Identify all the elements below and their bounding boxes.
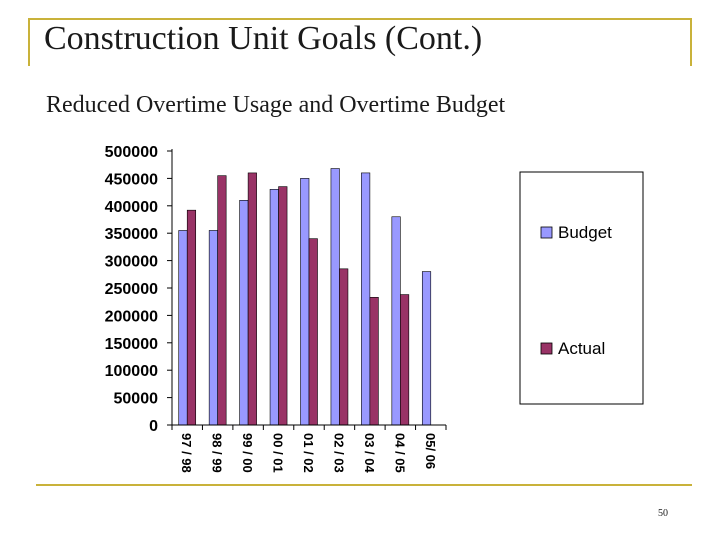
- x-category-label: 05/ 06: [423, 433, 438, 469]
- y-axis-ticks: 5000004500004000003500003000002500002000…: [105, 144, 172, 435]
- slide-border-bottom: [36, 484, 692, 486]
- actual-bar: [217, 175, 227, 426]
- y-tick-label: 400000: [105, 199, 158, 216]
- legend-label-budget: Budget: [558, 223, 612, 242]
- actual-bar: [339, 268, 349, 426]
- actual-bar: [308, 238, 318, 426]
- y-tick-label: 0: [149, 418, 158, 435]
- budget-bar: [421, 271, 432, 426]
- x-category-label: 01 / 02: [301, 433, 316, 473]
- x-category-label: 99 / 00: [240, 433, 255, 473]
- slide-border-left: [28, 18, 30, 66]
- legend-swatch-budget: [540, 226, 553, 239]
- actual-bar: [400, 294, 410, 426]
- x-category-label: 02 / 03: [331, 433, 346, 473]
- budget-bar: [178, 230, 188, 426]
- x-category-label: 00 / 01: [271, 433, 286, 473]
- budget-bar: [391, 216, 401, 426]
- budget-bar: [361, 172, 371, 426]
- actual-bar: [278, 186, 288, 426]
- chart-axes: [171, 149, 447, 430]
- legend-box: [519, 171, 644, 405]
- actual-bar: [369, 297, 379, 426]
- chart-legend: Budget Actual: [519, 171, 644, 405]
- legend-label-actual: Actual: [558, 339, 605, 358]
- y-tick-label: 350000: [105, 226, 158, 243]
- budget-bar: [239, 200, 249, 426]
- budget-bar: [208, 230, 218, 426]
- x-category-label: 04 / 05: [392, 433, 407, 473]
- x-category-label: 97 / 98: [179, 433, 194, 473]
- budget-bar: [300, 178, 310, 426]
- x-axis-labels: 97 / 98 98 / 99 99 / 00 00 / 01 01 / 02 02 / …: [179, 433, 438, 474]
- slide-border-right: [690, 18, 692, 66]
- budget-bar: [269, 189, 279, 426]
- y-tick-label: 150000: [105, 336, 158, 353]
- actual-bar: [247, 172, 257, 426]
- chart-bars: [178, 168, 432, 426]
- actual-bar: [186, 209, 197, 426]
- y-tick-label: 300000: [105, 254, 158, 271]
- slide-title: Construction Unit Goals (Cont.): [44, 20, 483, 57]
- y-tick-label: 100000: [105, 363, 158, 380]
- x-category-label: 98 / 99: [210, 433, 225, 473]
- y-tick-label: 450000: [105, 171, 158, 188]
- x-category-label: 03 / 04: [362, 433, 377, 474]
- y-tick-label: 500000: [105, 144, 158, 161]
- y-tick-label: 200000: [105, 308, 158, 325]
- y-tick-label: 50000: [114, 391, 159, 408]
- slide-subtitle: Reduced Overtime Usage and Overtime Budg…: [46, 92, 506, 118]
- page-number: 50: [658, 508, 668, 519]
- slide-border-top: [28, 18, 692, 20]
- y-tick-label: 250000: [105, 281, 158, 298]
- legend-swatch-actual: [540, 342, 553, 355]
- budget-bar: [330, 168, 340, 426]
